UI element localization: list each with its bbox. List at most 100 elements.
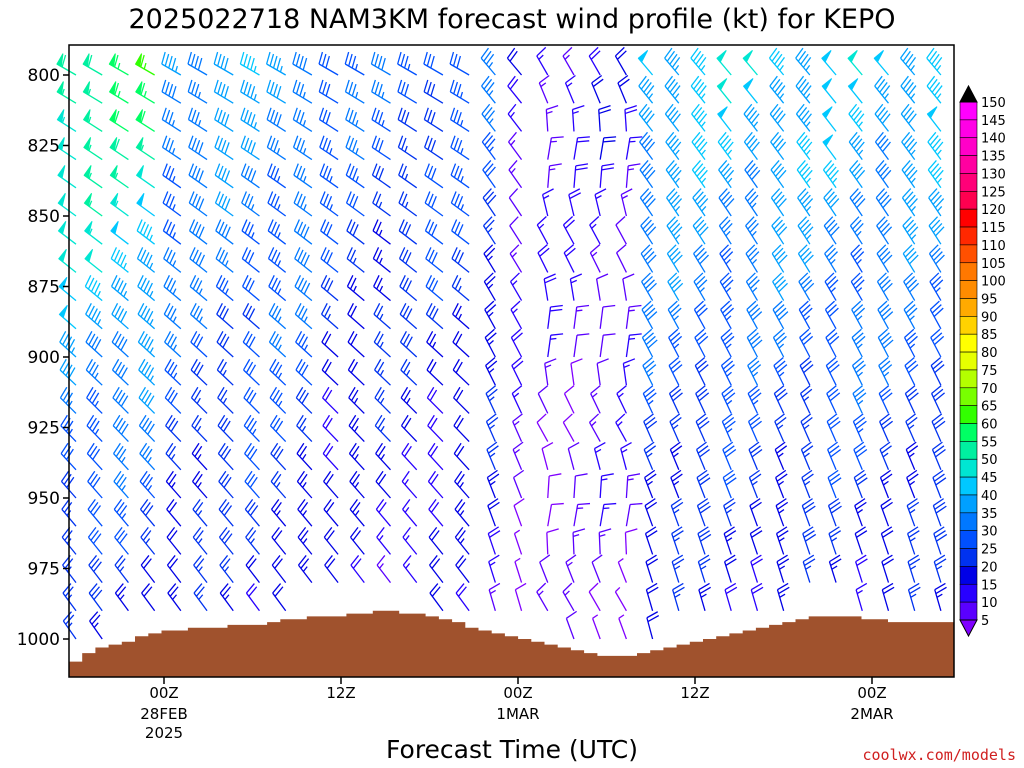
wind-barb <box>880 498 893 527</box>
wind-barb <box>692 216 709 245</box>
wind-barb <box>824 272 839 301</box>
wind-barb <box>346 219 365 245</box>
wind-barb <box>545 105 559 132</box>
wind-barb <box>697 526 712 555</box>
colorbar-label: 45 <box>981 471 998 486</box>
wind-barb <box>242 302 260 330</box>
wind-barb <box>749 498 762 527</box>
wind-barb <box>645 554 659 583</box>
wind-barb <box>214 107 234 132</box>
wind-barb <box>56 81 77 104</box>
wind-barb <box>718 160 735 189</box>
wind-barb <box>571 105 585 132</box>
wind-barb <box>615 216 627 245</box>
wind-barb <box>272 583 287 612</box>
colorbar-swatch <box>959 458 978 478</box>
wind-barb <box>187 79 208 104</box>
wind-barb <box>241 191 260 217</box>
wind-barb <box>323 498 339 527</box>
wind-barb <box>547 136 564 160</box>
wind-barb <box>345 191 365 217</box>
wind-barb <box>245 526 260 555</box>
wind-barb <box>573 136 590 160</box>
wind-barb <box>267 247 287 273</box>
wind-barb <box>114 555 129 583</box>
wind-barb <box>452 330 470 358</box>
wind-barb <box>372 219 391 245</box>
wind-barb <box>799 328 814 358</box>
wind-barb <box>802 554 816 583</box>
wind-barb <box>927 131 944 160</box>
wind-barb <box>797 244 814 273</box>
wind-barb <box>721 413 736 442</box>
wind-barb <box>193 555 208 583</box>
colorbar-swatch <box>959 369 978 389</box>
wind-barb <box>638 103 655 132</box>
wind-barb <box>427 442 444 471</box>
colorbar-label: 135 <box>981 150 1006 165</box>
wind-barb <box>573 473 588 499</box>
wind-barb <box>637 50 654 76</box>
wind-barb <box>723 526 737 555</box>
wind-barb <box>57 220 77 245</box>
wind-barb <box>139 442 156 471</box>
wind-barb <box>826 385 841 414</box>
plot-frame <box>69 45 954 677</box>
wind-barb <box>426 386 444 414</box>
wind-barb <box>400 358 418 386</box>
wind-barb <box>543 273 557 301</box>
colorbar-max-arrow <box>959 84 978 103</box>
wind-barb <box>111 330 129 358</box>
wind-barb <box>485 385 498 414</box>
wind-barb <box>267 219 287 245</box>
wind-barb <box>423 79 444 104</box>
wind-barb <box>348 414 365 443</box>
wind-barb <box>85 302 103 330</box>
wind-barb <box>114 583 129 612</box>
wind-barb <box>269 358 287 386</box>
wind-barb <box>193 583 208 612</box>
wind-barb <box>453 414 470 443</box>
wind-barb <box>876 244 893 273</box>
wind-barb <box>322 442 339 471</box>
colorbar-swatch <box>959 512 978 531</box>
wind-barb <box>588 46 601 76</box>
wind-barb <box>904 356 919 386</box>
wind-barb <box>826 413 841 442</box>
wind-barb <box>907 554 921 583</box>
wind-barb <box>874 75 891 104</box>
wind-barb <box>451 247 470 273</box>
wind-barb <box>562 582 575 612</box>
wind-barb <box>671 526 684 555</box>
wind-barb <box>848 103 865 132</box>
wind-barb <box>509 272 523 301</box>
wind-barb <box>513 529 523 555</box>
wind-barb <box>770 131 787 160</box>
wind-barb <box>295 330 313 358</box>
wind-barb <box>749 526 763 555</box>
wind-barb <box>425 275 444 302</box>
wind-barb <box>453 442 470 471</box>
wind-barb <box>271 555 287 583</box>
wind-barb <box>771 216 788 245</box>
wind-barb <box>640 216 657 245</box>
wind-barb <box>562 413 575 442</box>
wind-barb <box>188 163 208 189</box>
wind-barb <box>189 275 208 302</box>
wind-barb <box>573 333 590 358</box>
wind-barb <box>401 442 418 471</box>
wind-barb <box>349 470 365 499</box>
wind-barb <box>775 498 789 527</box>
wind-barb <box>722 469 737 499</box>
wind-barb <box>138 386 156 414</box>
wind-barb <box>348 386 365 414</box>
wind-barb <box>452 302 470 330</box>
wind-barb <box>900 47 917 76</box>
colorbar-label: 55 <box>981 435 998 450</box>
y-tick-label: 825 <box>28 137 60 157</box>
colorbar-min-arrow <box>959 619 978 638</box>
wind-barb <box>84 275 103 302</box>
wind-barb <box>666 244 683 273</box>
colorbar-label: 5 <box>981 614 989 629</box>
wind-barb <box>931 413 946 442</box>
